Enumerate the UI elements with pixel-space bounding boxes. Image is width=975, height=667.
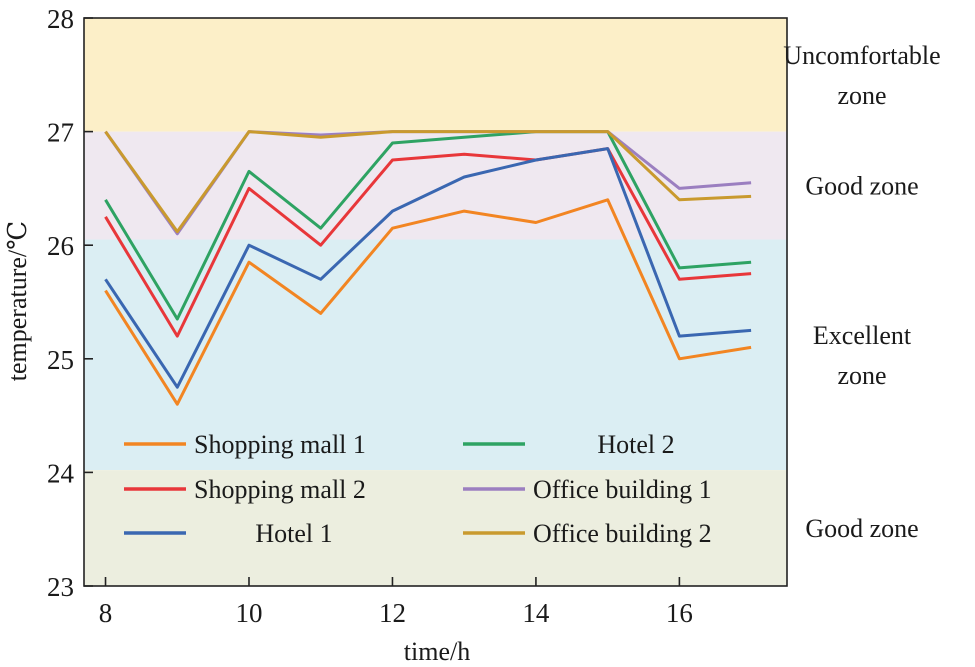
series-line-0 [104,198,752,406]
y-tick-label-2: 25 [47,345,74,375]
legend-label-4: Office building 1 [533,475,712,504]
plot-frame [83,17,788,587]
series-line-5 [104,130,752,234]
x-tick-label-1: 10 [235,598,262,628]
legend: Shopping mall 1 Hotel 2 Shopping mall 2 Off… [124,430,712,548]
legend-label-1: Shopping mall 2 [194,475,366,504]
y-axis-label: temperature/℃ [3,221,32,381]
zone-label-2-1: zone [837,361,886,390]
legend-label-5: Office building 2 [533,519,712,548]
y-tick-label-5: 28 [47,4,74,34]
series-line-1 [104,147,752,338]
legend-label-2: Hotel 1 [255,519,332,548]
zone-band-0 [84,18,787,132]
comfort-zone-labels: Uncomfortable zone Good zone Excellent zone G… [783,41,940,543]
y-tick-label-1: 24 [47,458,75,488]
zone-band-3 [84,470,787,586]
x-tick-label-2: 12 [379,598,406,628]
legend-label-3: Hotel 2 [597,430,674,459]
series-line-3 [104,130,752,321]
zone-band-1 [84,131,787,240]
zone-label-3-0: Good zone [805,514,918,543]
y-tick-label-0: 23 [47,572,74,602]
y-tick-label-4: 27 [47,118,74,148]
zone-label-2-0: Excellent [813,321,912,350]
zone-label-0-0: Uncomfortable [783,41,940,70]
zone-label-1-0: Good zone [805,172,918,201]
comfort-zone-bands [84,18,787,586]
legend-label-0: Shopping mall 1 [194,430,366,459]
x-axis-label: time/h [404,637,470,666]
zone-band-2 [84,239,787,471]
x-tick-label-3: 14 [522,598,550,628]
x-tick-label-4: 16 [666,598,693,628]
axes: 23 24 25 26 27 28 8 10 12 14 16 [47,4,788,628]
data-series [104,130,752,406]
y-tick-label-3: 26 [47,231,74,261]
x-tick-label-0: 8 [99,598,113,628]
zone-label-0-1: zone [837,81,886,110]
series-line-2 [104,147,752,389]
